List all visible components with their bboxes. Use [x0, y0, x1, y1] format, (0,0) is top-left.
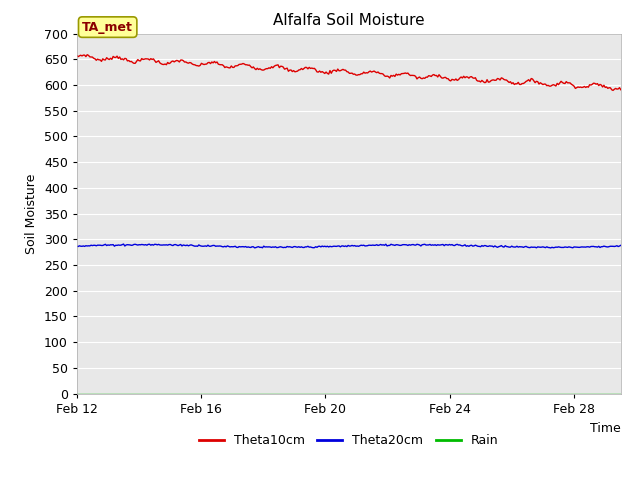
Theta10cm: [609, 87, 617, 93]
Theta10cm: [256, 66, 264, 72]
Rain: [342, 391, 349, 396]
Theta20cm: [91, 242, 99, 248]
Theta20cm: [120, 241, 127, 247]
Theta10cm: [73, 52, 81, 58]
Theta20cm: [596, 245, 604, 251]
Theta10cm: [317, 70, 324, 75]
Theta20cm: [317, 244, 324, 250]
Rain: [593, 391, 601, 396]
Text: Time: Time: [590, 422, 621, 435]
Theta10cm: [595, 83, 603, 88]
Rain: [617, 391, 625, 396]
Rain: [316, 391, 323, 396]
Y-axis label: Soil Moisture: Soil Moisture: [25, 173, 38, 254]
Theta10cm: [617, 87, 625, 93]
Theta20cm: [343, 244, 351, 250]
Theta20cm: [256, 244, 264, 250]
Theta20cm: [547, 245, 554, 251]
Rain: [521, 391, 529, 396]
Rain: [255, 391, 262, 396]
Rain: [91, 391, 99, 396]
Legend: Theta10cm, Theta20cm, Rain: Theta10cm, Theta20cm, Rain: [194, 429, 504, 452]
Theta10cm: [83, 52, 91, 58]
Text: TA_met: TA_met: [82, 21, 133, 34]
Line: Theta20cm: Theta20cm: [77, 244, 621, 248]
Theta10cm: [92, 58, 100, 63]
Theta20cm: [617, 242, 625, 248]
Rain: [73, 391, 81, 396]
Theta20cm: [73, 243, 81, 249]
Line: Theta10cm: Theta10cm: [77, 55, 621, 90]
Theta20cm: [522, 243, 530, 249]
Theta10cm: [343, 69, 351, 74]
Title: Alfalfa Soil Moisture: Alfalfa Soil Moisture: [273, 13, 424, 28]
Theta10cm: [522, 79, 530, 84]
